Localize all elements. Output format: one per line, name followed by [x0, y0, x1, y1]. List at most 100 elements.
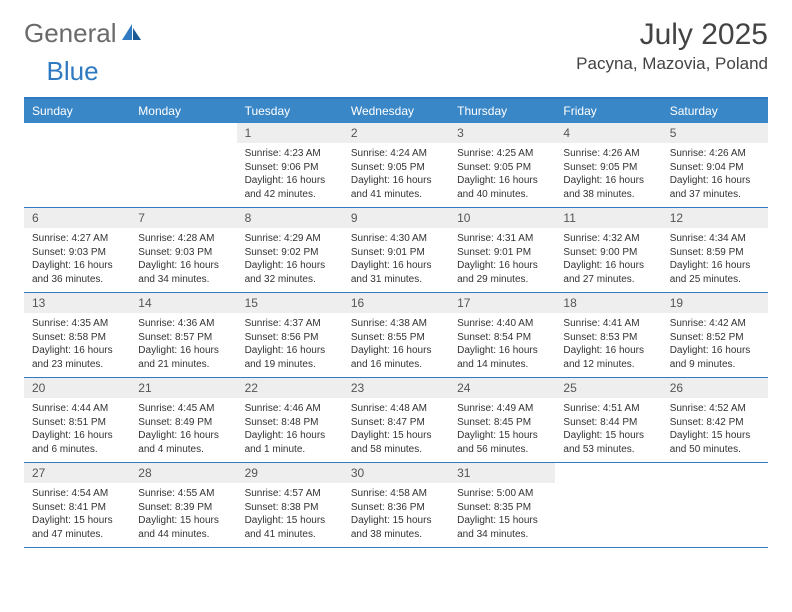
day-details: Sunrise: 4:48 AMSunset: 8:47 PMDaylight:…: [343, 398, 449, 462]
calendar-week: 6Sunrise: 4:27 AMSunset: 9:03 PMDaylight…: [24, 208, 768, 293]
day-number: 28: [130, 463, 236, 483]
calendar-day: 15Sunrise: 4:37 AMSunset: 8:56 PMDayligh…: [237, 293, 343, 377]
day-details: Sunrise: 4:58 AMSunset: 8:36 PMDaylight:…: [343, 483, 449, 547]
calendar-day: 13Sunrise: 4:35 AMSunset: 8:58 PMDayligh…: [24, 293, 130, 377]
calendar-day: 26Sunrise: 4:52 AMSunset: 8:42 PMDayligh…: [662, 378, 768, 462]
location-text: Pacyna, Mazovia, Poland: [576, 54, 768, 74]
weekday-header: Sunday: [24, 99, 130, 123]
calendar-day: 16Sunrise: 4:38 AMSunset: 8:55 PMDayligh…: [343, 293, 449, 377]
day-details: Sunrise: 4:46 AMSunset: 8:48 PMDaylight:…: [237, 398, 343, 462]
calendar-day: 6Sunrise: 4:27 AMSunset: 9:03 PMDaylight…: [24, 208, 130, 292]
calendar-day: 14Sunrise: 4:36 AMSunset: 8:57 PMDayligh…: [130, 293, 236, 377]
calendar-day: 19Sunrise: 4:42 AMSunset: 8:52 PMDayligh…: [662, 293, 768, 377]
day-number: 15: [237, 293, 343, 313]
day-details: Sunrise: 4:24 AMSunset: 9:05 PMDaylight:…: [343, 143, 449, 207]
day-details: Sunrise: 4:34 AMSunset: 8:59 PMDaylight:…: [662, 228, 768, 292]
day-number: 18: [555, 293, 661, 313]
calendar-week: 27Sunrise: 4:54 AMSunset: 8:41 PMDayligh…: [24, 463, 768, 548]
day-details: Sunrise: 4:54 AMSunset: 8:41 PMDaylight:…: [24, 483, 130, 547]
day-details: Sunrise: 4:28 AMSunset: 9:03 PMDaylight:…: [130, 228, 236, 292]
day-details: Sunrise: 4:23 AMSunset: 9:06 PMDaylight:…: [237, 143, 343, 207]
day-number: 16: [343, 293, 449, 313]
day-number: 7: [130, 208, 236, 228]
day-number: 1: [237, 123, 343, 143]
calendar-day: 3Sunrise: 4:25 AMSunset: 9:05 PMDaylight…: [449, 123, 555, 207]
day-number: 30: [343, 463, 449, 483]
brand-logo: General: [24, 18, 145, 49]
day-number: 6: [24, 208, 130, 228]
day-details: Sunrise: 4:49 AMSunset: 8:45 PMDaylight:…: [449, 398, 555, 462]
day-details: Sunrise: 4:30 AMSunset: 9:01 PMDaylight:…: [343, 228, 449, 292]
day-number: 20: [24, 378, 130, 398]
brand-word-2: Blue: [47, 56, 99, 87]
day-number: 26: [662, 378, 768, 398]
day-details: Sunrise: 4:29 AMSunset: 9:02 PMDaylight:…: [237, 228, 343, 292]
title-block: July 2025 Pacyna, Mazovia, Poland: [576, 18, 768, 74]
day-number: 25: [555, 378, 661, 398]
calendar-grid: SundayMondayTuesdayWednesdayThursdayFrid…: [24, 97, 768, 548]
month-title: July 2025: [576, 18, 768, 52]
calendar-day: [555, 463, 661, 547]
calendar-day: 9Sunrise: 4:30 AMSunset: 9:01 PMDaylight…: [343, 208, 449, 292]
day-details: Sunrise: 4:26 AMSunset: 9:05 PMDaylight:…: [555, 143, 661, 207]
day-number: 3: [449, 123, 555, 143]
calendar-day: 12Sunrise: 4:34 AMSunset: 8:59 PMDayligh…: [662, 208, 768, 292]
weekday-header: Thursday: [449, 99, 555, 123]
weekday-header: Wednesday: [343, 99, 449, 123]
day-details: Sunrise: 4:40 AMSunset: 8:54 PMDaylight:…: [449, 313, 555, 377]
day-number: 14: [130, 293, 236, 313]
calendar-day: 22Sunrise: 4:46 AMSunset: 8:48 PMDayligh…: [237, 378, 343, 462]
calendar-day: 17Sunrise: 4:40 AMSunset: 8:54 PMDayligh…: [449, 293, 555, 377]
day-details: Sunrise: 4:31 AMSunset: 9:01 PMDaylight:…: [449, 228, 555, 292]
day-number: 29: [237, 463, 343, 483]
calendar-day: 5Sunrise: 4:26 AMSunset: 9:04 PMDaylight…: [662, 123, 768, 207]
day-details: Sunrise: 4:36 AMSunset: 8:57 PMDaylight:…: [130, 313, 236, 377]
calendar-day: 2Sunrise: 4:24 AMSunset: 9:05 PMDaylight…: [343, 123, 449, 207]
day-details: Sunrise: 4:38 AMSunset: 8:55 PMDaylight:…: [343, 313, 449, 377]
day-number: 19: [662, 293, 768, 313]
calendar-day: 31Sunrise: 5:00 AMSunset: 8:35 PMDayligh…: [449, 463, 555, 547]
calendar-day: 27Sunrise: 4:54 AMSunset: 8:41 PMDayligh…: [24, 463, 130, 547]
day-details: Sunrise: 5:00 AMSunset: 8:35 PMDaylight:…: [449, 483, 555, 547]
weekday-header: Tuesday: [237, 99, 343, 123]
day-details: Sunrise: 4:32 AMSunset: 9:00 PMDaylight:…: [555, 228, 661, 292]
calendar-day: 20Sunrise: 4:44 AMSunset: 8:51 PMDayligh…: [24, 378, 130, 462]
day-number: 5: [662, 123, 768, 143]
day-number: 23: [343, 378, 449, 398]
day-number: 10: [449, 208, 555, 228]
calendar-week: 20Sunrise: 4:44 AMSunset: 8:51 PMDayligh…: [24, 378, 768, 463]
day-details: Sunrise: 4:41 AMSunset: 8:53 PMDaylight:…: [555, 313, 661, 377]
day-details: Sunrise: 4:52 AMSunset: 8:42 PMDaylight:…: [662, 398, 768, 462]
calendar-day: 8Sunrise: 4:29 AMSunset: 9:02 PMDaylight…: [237, 208, 343, 292]
day-number: 22: [237, 378, 343, 398]
sail-icon: [121, 18, 143, 49]
day-details: Sunrise: 4:27 AMSunset: 9:03 PMDaylight:…: [24, 228, 130, 292]
day-details: Sunrise: 4:37 AMSunset: 8:56 PMDaylight:…: [237, 313, 343, 377]
weekday-header-row: SundayMondayTuesdayWednesdayThursdayFrid…: [24, 99, 768, 123]
day-number: 13: [24, 293, 130, 313]
day-number: 12: [662, 208, 768, 228]
calendar-day: 24Sunrise: 4:49 AMSunset: 8:45 PMDayligh…: [449, 378, 555, 462]
calendar-day: 30Sunrise: 4:58 AMSunset: 8:36 PMDayligh…: [343, 463, 449, 547]
calendar-day: 10Sunrise: 4:31 AMSunset: 9:01 PMDayligh…: [449, 208, 555, 292]
calendar-day: 23Sunrise: 4:48 AMSunset: 8:47 PMDayligh…: [343, 378, 449, 462]
day-number: 31: [449, 463, 555, 483]
calendar-day: 1Sunrise: 4:23 AMSunset: 9:06 PMDaylight…: [237, 123, 343, 207]
calendar-day: 7Sunrise: 4:28 AMSunset: 9:03 PMDaylight…: [130, 208, 236, 292]
calendar-day: [130, 123, 236, 207]
weekday-header: Friday: [555, 99, 661, 123]
day-number: 24: [449, 378, 555, 398]
calendar-day: 21Sunrise: 4:45 AMSunset: 8:49 PMDayligh…: [130, 378, 236, 462]
day-details: Sunrise: 4:25 AMSunset: 9:05 PMDaylight:…: [449, 143, 555, 207]
calendar-day: 4Sunrise: 4:26 AMSunset: 9:05 PMDaylight…: [555, 123, 661, 207]
day-details: Sunrise: 4:44 AMSunset: 8:51 PMDaylight:…: [24, 398, 130, 462]
day-number: 27: [24, 463, 130, 483]
day-details: Sunrise: 4:55 AMSunset: 8:39 PMDaylight:…: [130, 483, 236, 547]
calendar-week: 13Sunrise: 4:35 AMSunset: 8:58 PMDayligh…: [24, 293, 768, 378]
day-details: Sunrise: 4:45 AMSunset: 8:49 PMDaylight:…: [130, 398, 236, 462]
weeks-container: 1Sunrise: 4:23 AMSunset: 9:06 PMDaylight…: [24, 123, 768, 548]
calendar-day: 29Sunrise: 4:57 AMSunset: 8:38 PMDayligh…: [237, 463, 343, 547]
brand-word-1: General: [24, 18, 117, 49]
calendar-day: 11Sunrise: 4:32 AMSunset: 9:00 PMDayligh…: [555, 208, 661, 292]
day-details: Sunrise: 4:26 AMSunset: 9:04 PMDaylight:…: [662, 143, 768, 207]
